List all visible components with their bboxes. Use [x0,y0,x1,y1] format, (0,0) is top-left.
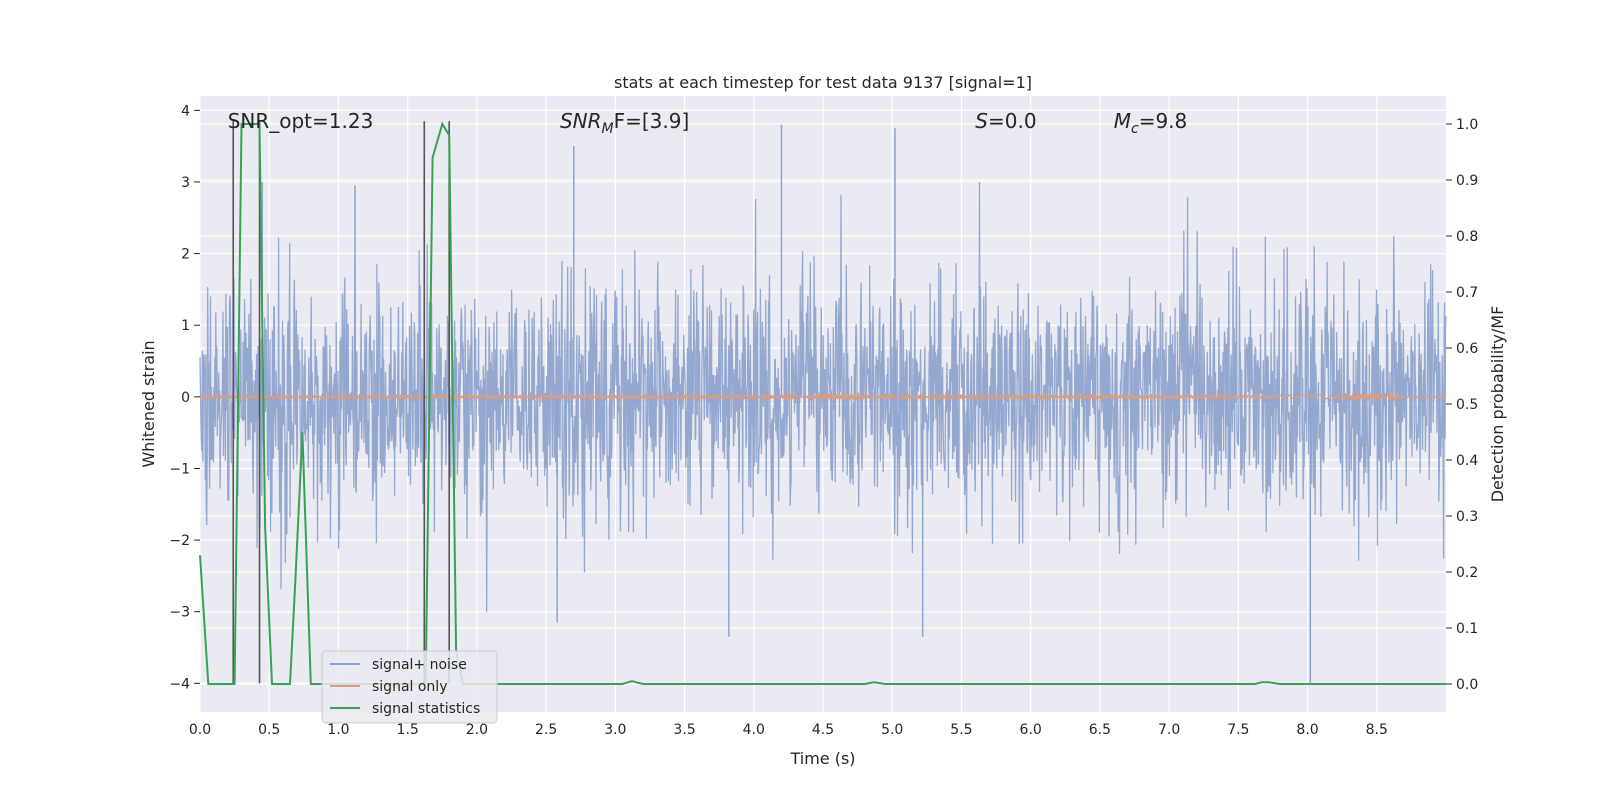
signal-noise-trace [199,181,1447,612]
y-left-tick-label: −1 [169,461,190,477]
legend: signal+ noise signal only signal statist… [321,650,498,724]
x-tick-label: 8.5 [1366,722,1388,738]
x-tick-label: 0.5 [258,722,280,738]
annotation-3: Mc=9.8 [1114,109,1188,137]
x-tick-label: 3.0 [604,722,626,738]
chart-title: stats at each timestep for test data 913… [614,73,1032,92]
y-right-tick-label: 0.2 [1456,565,1478,581]
y-right-tick-label: 0.5 [1456,397,1478,413]
signal-only-series [199,391,1446,402]
y-right-tick-label: 0.1 [1456,621,1478,637]
x-tick-label: 4.0 [743,722,765,738]
vertical-markers [232,121,451,684]
y-left-tick-label: −2 [169,533,190,549]
x-tick-label: 8.0 [1296,722,1318,738]
annotation-2: S=0.0 [975,109,1036,133]
y-left-tick-label: 0 [181,390,190,406]
y-right-axis-label: Detection probability/MF [1488,306,1507,503]
annotation-1: SNRMF=[3.9] [560,109,689,137]
y-right-axis-ticks: 0.0 0.1 0.2 0.3 0.4 0.5 0.6 0.7 0.8 0.9 1.0 [1446,117,1478,693]
y-left-tick-label: −3 [169,605,190,621]
x-tick-label: 6.0 [1020,722,1042,738]
x-tick-label: 5.5 [950,722,972,738]
x-tick-label: 0.0 [189,722,211,738]
x-tick-label: 3.5 [673,722,695,738]
x-tick-label: 6.5 [1089,722,1111,738]
x-tick-label: 1.5 [397,722,419,738]
x-tick-label: 5.0 [881,722,903,738]
y-right-tick-label: 0.3 [1456,509,1478,525]
y-left-axis-label: Whitened strain [139,340,158,467]
x-tick-label: 2.5 [535,722,557,738]
y-left-tick-label: 4 [181,103,190,119]
y-left-tick-label: 2 [181,247,190,263]
y-right-tick-label: 0.0 [1456,677,1478,693]
y-left-tick-label: 1 [181,318,190,334]
y-right-tick-label: 0.6 [1456,341,1478,357]
annotations: SNR_opt=1.23 SNRMF=[3.9] S=0.0 Mc=9.8 [228,109,1188,137]
y-right-tick-label: 0.4 [1456,453,1478,469]
x-tick-label: 7.5 [1227,722,1249,738]
legend-label-signal-statistics: signal statistics [372,701,480,717]
legend-label-signal-noise: signal+ noise [372,657,467,673]
x-tick-label: 4.5 [812,722,834,738]
y-right-tick-label: 0.8 [1456,229,1478,245]
y-left-axis-ticks: −4 −3 −2 −1 0 1 2 3 4 [169,103,200,692]
legend-label-signal-only: signal only [372,679,447,695]
y-right-tick-label: 0.7 [1456,285,1478,301]
x-tick-label: 7.0 [1158,722,1180,738]
y-left-tick-label: −4 [169,676,190,692]
annotation-0: SNR_opt=1.23 [228,109,374,133]
signal-only-trace [199,391,1446,402]
y-left-tick-label: 3 [181,175,190,191]
x-tick-label: 2.0 [466,722,488,738]
x-axis-ticks: 0.0 0.5 1.0 1.5 2.0 2.5 3.0 3.5 4.0 4.5 5.0 5.5 6.0 6… [189,722,1388,738]
y-right-tick-label: 1.0 [1456,117,1478,133]
legend-box [321,650,498,724]
x-tick-label: 1.0 [327,722,349,738]
x-axis-label: Time (s) [789,749,855,768]
y-right-tick-label: 0.9 [1456,173,1478,189]
